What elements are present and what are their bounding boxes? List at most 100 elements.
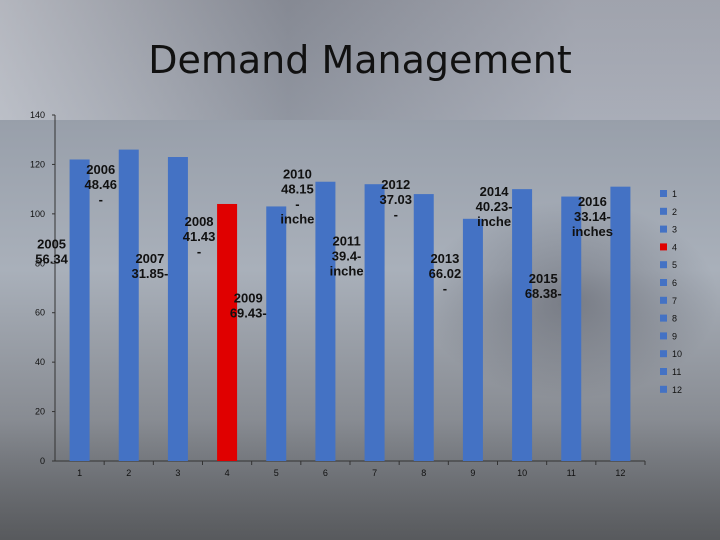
annotation-line: - xyxy=(197,244,201,259)
bar-6 xyxy=(315,181,336,461)
annotation-line: 31.85- xyxy=(131,266,168,281)
legend-label-3: 3 xyxy=(672,225,677,235)
annotation-line: 2014 xyxy=(480,184,510,199)
legend-label-4: 4 xyxy=(672,242,677,252)
annotation-2011: 2011 39.4-inche xyxy=(330,234,364,279)
annotation-line: - xyxy=(394,207,398,222)
annotation-line: 48.15 xyxy=(281,182,314,197)
legend-label-11: 11 xyxy=(672,367,681,377)
bar-7 xyxy=(364,184,385,461)
y-axis-ticks: 0 20 40 60 80 100 120 140 xyxy=(30,110,55,466)
legend-label-9: 9 xyxy=(672,331,677,341)
annotation-2009: 2009 69.43- xyxy=(230,291,267,321)
legend-swatch-9 xyxy=(660,332,667,340)
x-tick-label: 11 xyxy=(567,468,576,478)
annotation-2008: 2008 41.43- xyxy=(183,214,216,259)
legend-label-6: 6 xyxy=(672,278,677,288)
y-tick-label: 100 xyxy=(30,209,45,219)
annotation-line: 2009 xyxy=(234,291,263,306)
annotation-line: inche xyxy=(477,214,511,229)
legend-swatch-10 xyxy=(660,350,667,358)
annotation-line: - xyxy=(443,281,447,296)
x-tick-label: 7 xyxy=(372,468,377,478)
bar-9 xyxy=(462,218,483,461)
legend-swatch-3 xyxy=(660,225,667,233)
annotation-line: inche xyxy=(330,264,364,279)
x-axis-ticks: 1 2 3 4 5 6 7 8 9 10 11 12 xyxy=(77,461,646,478)
annotation-2012: 2012 37.03- xyxy=(379,177,412,222)
y-tick-label: 0 xyxy=(40,456,45,466)
x-tick-label: 8 xyxy=(421,468,426,478)
legend-label-2: 2 xyxy=(672,207,677,217)
legend-swatch-8 xyxy=(660,314,667,322)
bar-12 xyxy=(610,186,631,461)
annotation-line: - xyxy=(99,192,103,207)
annotation-2013: 2013 66.02- xyxy=(429,251,462,296)
annotation-line: inche xyxy=(280,212,314,227)
annotation-line: 2006 xyxy=(86,162,115,177)
annotation-line: 2008 xyxy=(185,214,214,229)
legend-label-12: 12 xyxy=(672,385,682,395)
annotation-line: 2012 xyxy=(381,177,410,192)
legend-swatch-4 xyxy=(660,243,667,251)
legend-swatch-1 xyxy=(660,190,667,197)
bar-2 xyxy=(118,149,139,461)
legend-label-1: 1 xyxy=(672,189,677,199)
bar-11 xyxy=(561,196,582,462)
y-tick-label: 80 xyxy=(35,258,45,268)
annotation-2015: 2015 68.38- xyxy=(525,271,562,301)
annotation-line: 40.23- xyxy=(476,199,513,214)
annotation-line: 2016 xyxy=(578,194,607,209)
bars xyxy=(69,149,631,462)
annotation-line: 69.43- xyxy=(230,306,267,321)
x-tick-label: 3 xyxy=(175,468,180,478)
annotation-line: 37.03 xyxy=(379,192,412,207)
x-tick-label: 1 xyxy=(77,468,82,478)
legend-label-8: 8 xyxy=(672,314,677,324)
annotation-line: 2013 xyxy=(430,251,459,266)
annotation-2014: 2014 40.23-inche xyxy=(476,184,513,229)
annotation-2007: 2007 31.85- xyxy=(131,251,168,281)
annotation-2016: 2016 33.14-inches xyxy=(572,194,613,239)
x-tick-label: 12 xyxy=(615,468,625,478)
annotation-line: 41.43 xyxy=(183,229,216,244)
annotation-2010: 2010 48.15 -inche xyxy=(280,167,314,227)
x-tick-label: 9 xyxy=(470,468,475,478)
legend-swatch-2 xyxy=(660,207,667,215)
annotation-line: 56.34 xyxy=(35,251,68,266)
legend-swatch-12 xyxy=(660,385,667,393)
page-title: Demand Management xyxy=(148,38,572,82)
x-tick-label: 4 xyxy=(225,468,230,478)
annotation-2006: 2006 48.46- xyxy=(84,162,117,207)
legend-label-5: 5 xyxy=(672,260,677,270)
annotation-line: 2015 xyxy=(529,271,558,286)
annotation-line: 39.4- xyxy=(332,249,362,264)
x-tick-label: 5 xyxy=(274,468,279,478)
annotation-line: 2007 xyxy=(135,251,164,266)
bar-5 xyxy=(266,206,287,461)
annotation-line: 33.14- xyxy=(574,209,611,224)
annotation-line: - xyxy=(295,197,299,212)
bar-1 xyxy=(69,159,90,461)
background-photo-top xyxy=(0,0,720,120)
legend-label-10: 10 xyxy=(672,349,682,359)
annotation-line: 66.02 xyxy=(429,266,462,281)
y-tick-label: 120 xyxy=(30,159,45,169)
annotation-line: 2010 xyxy=(283,167,312,182)
legend-swatch-11 xyxy=(660,368,667,375)
annotation-line: 2011 xyxy=(332,234,360,249)
annotation-line: 48.46 xyxy=(84,177,117,192)
y-tick-label: 20 xyxy=(35,407,45,417)
x-tick-label: 2 xyxy=(126,468,131,478)
bar-10 xyxy=(512,189,533,461)
x-tick-label: 6 xyxy=(323,468,328,478)
legend-label-7: 7 xyxy=(672,296,677,306)
annotation-2005: 2005 56.34 xyxy=(35,236,68,266)
bar-4 xyxy=(217,203,238,461)
bar-3 xyxy=(167,157,188,461)
bar-8 xyxy=(413,194,434,462)
annotation-line: 68.38- xyxy=(525,286,562,301)
